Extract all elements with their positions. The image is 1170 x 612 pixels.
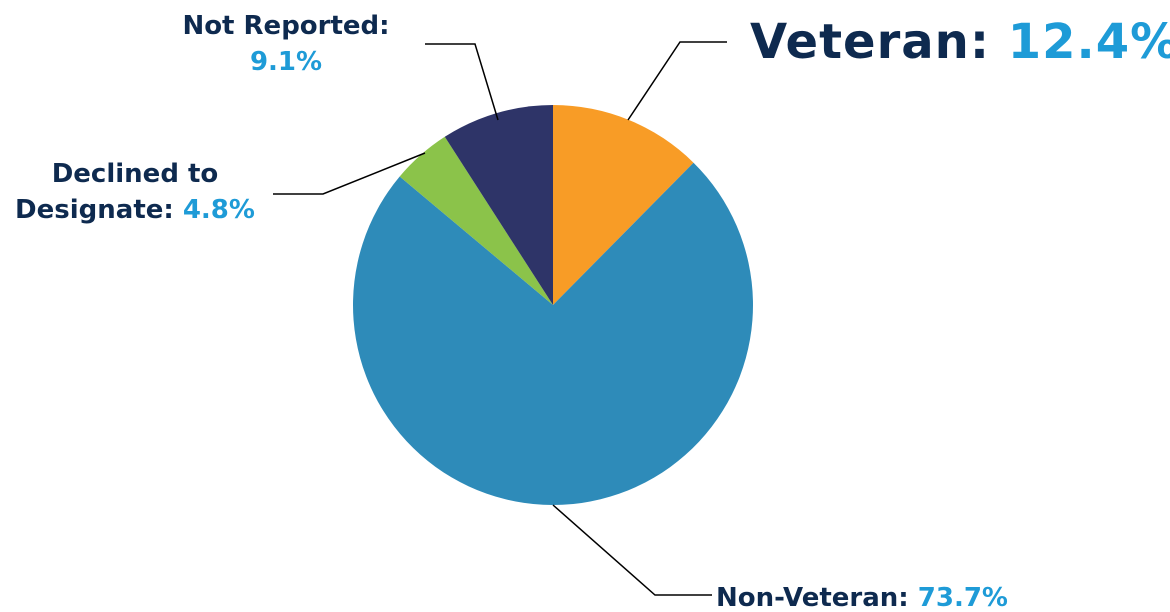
label-declined: Declined to Designate: 4.8% [4,156,266,228]
label-declined-line2: Designate: [15,195,174,225]
pie-slice-veteran [553,105,694,305]
label-not-reported: Not Reported: 9.1% [170,8,402,80]
label-non-veteran-name: Non-Veteran: [716,583,909,612]
label-declined-percent: 4.8% [182,195,255,225]
leader-line-declined [273,152,426,195]
pie-slices [353,105,754,505]
label-veteran-percent: 12.4% [1007,14,1170,70]
leader-line-not-reported [425,43,499,121]
label-veteran: Veteran: 12.4% [750,12,1170,72]
label-non-veteran: Non-Veteran: 73.7% [716,580,1008,612]
pie-slice-non-veteran [353,162,754,505]
label-non-veteran-percent: 73.7% [917,583,1008,612]
pie-slice-declined-to-designate [399,136,553,305]
leader-line-non-veteran [552,504,712,596]
pie-slice-not-reported [444,105,553,305]
label-not-reported-percent: 9.1% [249,47,323,77]
label-declined-line2-wrap: Designate: 4.8% [4,192,266,228]
label-declined-line1: Declined to [51,159,219,189]
label-veteran-name: Veteran: [750,14,991,70]
leader-lines [273,41,727,596]
leader-line-veteran [627,41,727,121]
label-not-reported-name: Not Reported: [182,11,390,41]
